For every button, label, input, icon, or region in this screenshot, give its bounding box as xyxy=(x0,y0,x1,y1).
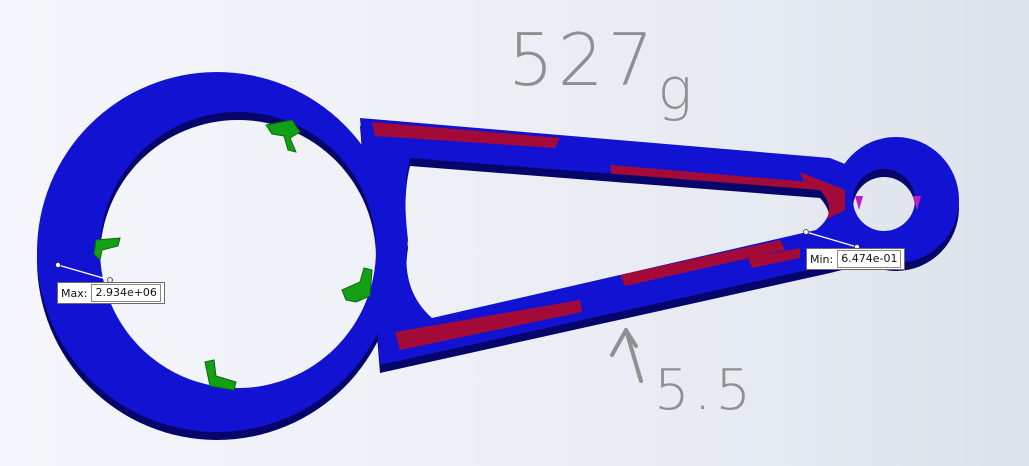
stress-region xyxy=(372,122,845,350)
max-probe-label[interactable]: Max: 2.934e+06 xyxy=(57,282,165,304)
mass-annotation: 527g xyxy=(508,18,696,123)
max-probe-key: Max: xyxy=(61,286,88,300)
load-arrows xyxy=(855,196,921,210)
load-annotation: 5.5 xyxy=(654,358,756,423)
fixture-arrows xyxy=(93,119,373,391)
connecting-rod-body[interactable] xyxy=(37,72,959,432)
min-probe-key: Min: xyxy=(810,252,834,266)
mass-unit: g xyxy=(657,55,697,123)
min-probe-label[interactable]: Min: 6.474e-01 xyxy=(806,248,906,270)
hand-drawn-arrow-icon xyxy=(610,328,643,383)
mass-value: 527 xyxy=(508,18,658,102)
max-probe-value: 2.934e+06 xyxy=(91,284,161,302)
min-probe-value: 6.474e-01 xyxy=(837,250,902,268)
